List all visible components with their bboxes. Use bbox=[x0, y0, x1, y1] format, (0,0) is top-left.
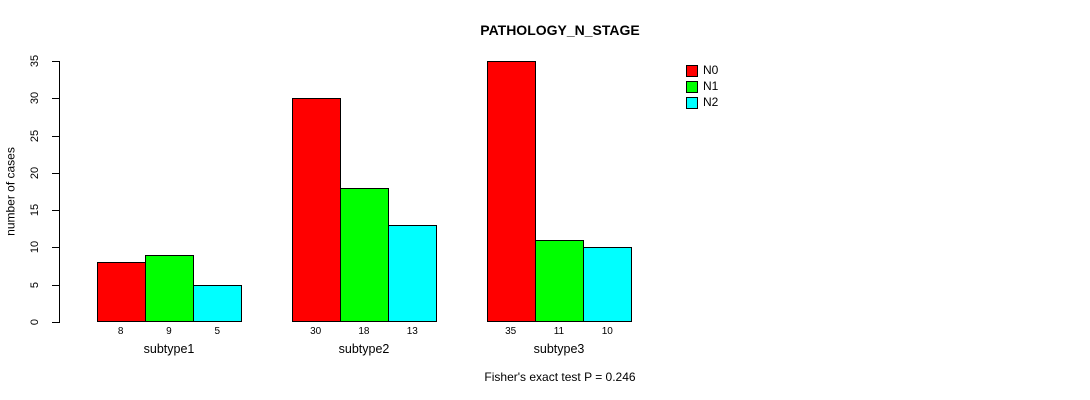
bar-value-label: 10 bbox=[601, 326, 613, 337]
y-axis-tick bbox=[52, 322, 60, 323]
bar-n0-subtype1 bbox=[96, 262, 146, 322]
chart-title: PATHOLOGY_N_STAGE bbox=[480, 22, 640, 38]
y-tick-label: 25 bbox=[29, 129, 41, 142]
bar-n0-subtype3 bbox=[486, 61, 536, 322]
y-axis-tick bbox=[52, 98, 60, 100]
bar-n2-subtype3 bbox=[583, 247, 633, 322]
legend-item-n1: N1 bbox=[686, 80, 718, 93]
legend: N0 N1 N2 bbox=[686, 64, 718, 112]
x-category-label: subtype1 bbox=[143, 342, 195, 356]
bar-n2-subtype2 bbox=[388, 225, 438, 322]
bar-n1-subtype2 bbox=[339, 187, 390, 322]
bar-n0-subtype2 bbox=[291, 98, 341, 322]
y-axis-tick bbox=[52, 284, 60, 286]
bar-value-label: 13 bbox=[406, 326, 418, 337]
legend-swatch-n0 bbox=[686, 64, 698, 77]
bar-n1-subtype1 bbox=[144, 254, 195, 322]
bar-value-label: 5 bbox=[214, 326, 221, 337]
y-axis-line bbox=[59, 61, 60, 323]
y-tick-label: 20 bbox=[29, 166, 41, 179]
bar-value-label: 30 bbox=[310, 326, 322, 337]
y-axis-tick bbox=[52, 210, 60, 212]
y-tick-label: 15 bbox=[29, 204, 41, 217]
legend-item-n2: N2 bbox=[686, 96, 718, 109]
y-tick-label: 35 bbox=[29, 54, 41, 68]
legend-swatch-n2 bbox=[686, 96, 698, 109]
bar-value-label: 35 bbox=[505, 326, 517, 337]
legend-label: N0 bbox=[703, 63, 719, 77]
p-value-caption: Fisher's exact test P = 0.246 bbox=[484, 370, 636, 384]
y-axis-tick bbox=[52, 247, 60, 249]
bar-value-label: 8 bbox=[117, 326, 124, 337]
bar-n2-subtype1 bbox=[193, 284, 243, 322]
y-axis-tick bbox=[52, 135, 60, 137]
legend-label: N1 bbox=[703, 79, 719, 93]
bar-n1-subtype3 bbox=[534, 239, 585, 322]
y-axis-tick bbox=[52, 61, 60, 62]
y-tick-label: 10 bbox=[29, 241, 41, 254]
bar-value-label: 11 bbox=[553, 326, 565, 337]
y-axis-tick bbox=[52, 172, 60, 174]
x-category-label: subtype3 bbox=[533, 342, 585, 356]
legend-item-n0: N0 bbox=[686, 64, 718, 77]
bar-value-label: 18 bbox=[358, 326, 370, 337]
y-tick-label: 5 bbox=[29, 281, 41, 288]
y-tick-label: 30 bbox=[29, 92, 41, 105]
legend-swatch-n1 bbox=[686, 80, 698, 93]
legend-label: N2 bbox=[703, 95, 719, 109]
bar-value-label: 9 bbox=[166, 326, 172, 337]
x-category-label: subtype2 bbox=[338, 342, 390, 356]
y-tick-label: 0 bbox=[29, 318, 41, 326]
